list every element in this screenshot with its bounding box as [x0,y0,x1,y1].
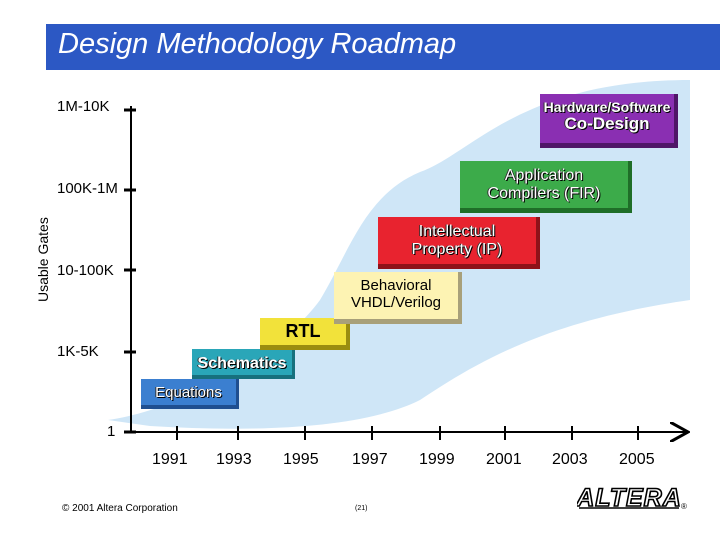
stage-application-compilers: Application Compilers (FIR) [460,161,632,213]
stage-codesign-line-2: Co-Design [564,114,650,134]
stage-behavioral-line-2: VHDL/Verilog [350,293,442,311]
x-label-1991: 1991 [152,451,188,468]
stage-compilers-line-1: Application [504,167,584,184]
x-label-1993: 1993 [216,451,252,468]
stage-compilers-line-2: Compilers (FIR) [487,184,601,202]
page-number: (21) [355,505,368,512]
x-label-1999: 1999 [419,451,455,468]
stage-equations-label: Equations [155,384,222,401]
stage-schematics: Schematics [192,349,295,379]
x-label-1997: 1997 [352,451,388,468]
stage-schematics-label: Schematics [197,355,287,372]
y-label-1m-10k: 1M-10K [57,98,110,115]
x-label-2005: 2005 [619,451,655,468]
stage-rtl: RTL [260,318,350,350]
x-label-1995: 1995 [283,451,319,468]
x-label-2001: 2001 [486,451,522,468]
stage-intellectual-property: Intellectual Property (IP) [378,217,540,269]
stage-behavioral-line-1: Behavioral [360,277,432,294]
page-title: Design Methodology Roadmap [58,28,457,60]
y-label-100k-1m: 100K-1M [57,180,118,197]
title-bar [46,24,720,70]
y-label-1: 1 [107,423,116,440]
stage-ip-line-2: Property (IP) [411,240,503,258]
y-label-1k-5k: 1K-5K [57,343,99,360]
svg-text:ALTERA: ALTERA [577,484,681,510]
altera-logo: ALTERA [577,484,681,510]
y-label-10-100k: 10-100K [57,262,114,279]
stage-hw-sw-codesign: Hardware/Software Co-Design [540,94,678,148]
stage-equations: Equations [141,379,239,409]
registered-mark: ® [681,502,687,511]
y-axis-title: Usable Gates [35,217,51,302]
x-label-2003: 2003 [552,451,588,468]
copyright-text: © 2001 Altera Corporation [62,503,178,514]
stage-behavioral-vhdl: Behavioral VHDL/Verilog [334,272,462,324]
stage-codesign-line-1: Hardware/Software [543,99,671,115]
stage-rtl-label: RTL [285,321,321,341]
stage-ip-line-1: Intellectual [418,223,496,240]
